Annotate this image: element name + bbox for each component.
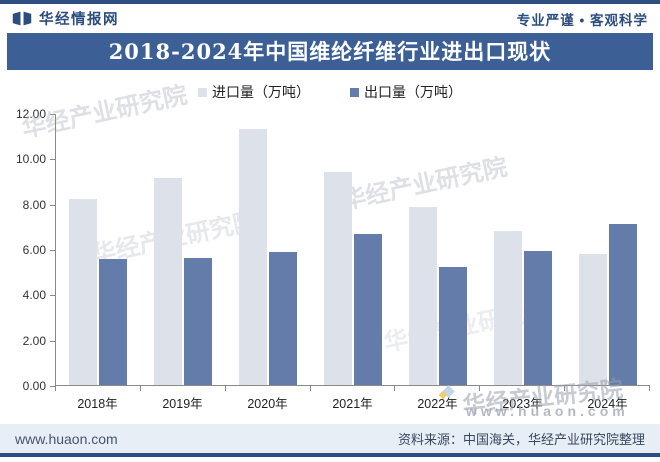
x-axis-label: 2019年 <box>162 397 203 411</box>
bar-group-2019年 <box>141 114 226 385</box>
y-axis-tick <box>50 295 55 297</box>
brand-name: 华经情报网 <box>39 12 119 28</box>
x-axis-label: 2022年 <box>417 397 458 411</box>
bar-group-2018年 <box>56 114 141 385</box>
y-axis-tick-label: 12.00 <box>15 107 46 121</box>
title-banner: 2018-2024年中国维纶纤维行业进出口现状 <box>7 33 653 70</box>
chart-legend: 进口量（万吨） 出口量（万吨） <box>0 82 660 102</box>
legend-export-label: 出口量（万吨） <box>364 84 462 100</box>
export-bar-2018年 <box>99 258 128 385</box>
legend-import-swatch <box>198 87 207 97</box>
top-border-line <box>0 0 660 4</box>
brand: 华经情报网 <box>12 8 119 29</box>
x-axis-label: 2023年 <box>502 397 543 411</box>
footer: www.huaon.com 资料来源：中国海关，华经产业研究院整理 <box>0 424 660 453</box>
export-bar-2023年 <box>523 250 552 385</box>
header: 华经情报网 专业严谨 • 客观科学 <box>0 4 660 33</box>
x-axis: 2018年 2019年 2020年 2021年 2022年 2023年 2024年 <box>55 393 650 412</box>
export-bar-2022年 <box>438 267 467 385</box>
bar-group-2021年 <box>311 114 396 385</box>
footer-site-url: www.huaon.com <box>15 430 118 447</box>
legend-import-label: 进口量（万吨） <box>212 84 310 100</box>
x-axis-label: 2021年 <box>332 397 373 411</box>
legend-item-export: 出口量（万吨） <box>350 82 462 102</box>
import-bar-2018年 <box>69 199 98 385</box>
x-axis-tick <box>479 386 481 391</box>
x-axis-tick <box>394 386 396 391</box>
import-bar-2021年 <box>324 172 352 385</box>
y-axis-tick <box>50 114 55 115</box>
x-axis-label: 2018年 <box>77 397 118 411</box>
export-bar-2021年 <box>354 233 382 385</box>
y-axis-tick-label: 2.00 <box>22 333 46 348</box>
brand-logo-icon <box>12 10 32 27</box>
x-axis-tick <box>564 386 566 391</box>
plot-area <box>55 114 650 391</box>
y-axis-tick-label: 0.00 <box>22 379 46 393</box>
import-bar-2024年 <box>578 253 607 385</box>
import-bar-2019年 <box>154 177 183 385</box>
import-bar-2023年 <box>493 231 522 385</box>
x-axis-tick <box>55 386 56 391</box>
bar-group-2024年 <box>565 114 650 385</box>
header-slogan: 专业严谨 • 客观科学 <box>516 12 648 28</box>
y-axis-tick-label: 4.00 <box>22 288 46 303</box>
legend-export-swatch <box>350 87 359 97</box>
export-bar-2019年 <box>184 257 213 385</box>
x-axis-tick <box>139 386 141 391</box>
y-axis-tick-label: 6.00 <box>22 243 46 257</box>
bar-group-2020年 <box>226 114 311 385</box>
footer-data-source: 资料来源：中国海关，华经产业研究院整理 <box>397 432 645 447</box>
y-axis-tick-label: 8.00 <box>22 197 46 212</box>
export-bar-2024年 <box>608 224 637 385</box>
page-title: 2018-2024年中国维纶纤维行业进出口现状 <box>108 39 552 64</box>
bar-group-2022年 <box>395 114 480 385</box>
bottom-border-line <box>0 453 660 457</box>
x-axis-tick <box>649 386 650 391</box>
x-axis-label: 2024年 <box>587 397 628 411</box>
x-axis-label: 2020年 <box>247 397 288 411</box>
x-axis-tick <box>309 386 311 391</box>
import-bar-2020年 <box>239 129 268 385</box>
y-axis-tick <box>50 204 55 206</box>
y-axis-tick <box>50 340 55 342</box>
y-axis-tick <box>50 386 55 387</box>
y-axis-tick-label: 10.00 <box>15 152 46 167</box>
import-bar-2022年 <box>408 207 437 385</box>
y-axis-tick <box>50 159 55 161</box>
bar-group-2023年 <box>480 114 565 385</box>
y-axis-tick <box>50 250 55 251</box>
bar-chart: 2018年 2019年 2020年 2021年 2022年 2023年 2024年 12.0… <box>0 107 660 414</box>
legend-item-import: 进口量（万吨） <box>198 82 310 102</box>
x-axis-tick <box>224 386 226 391</box>
export-bar-2020年 <box>269 251 298 385</box>
